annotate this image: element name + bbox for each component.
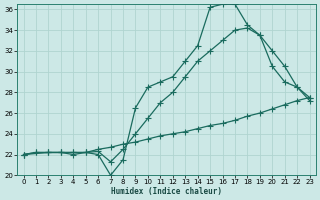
X-axis label: Humidex (Indice chaleur): Humidex (Indice chaleur) — [111, 187, 222, 196]
